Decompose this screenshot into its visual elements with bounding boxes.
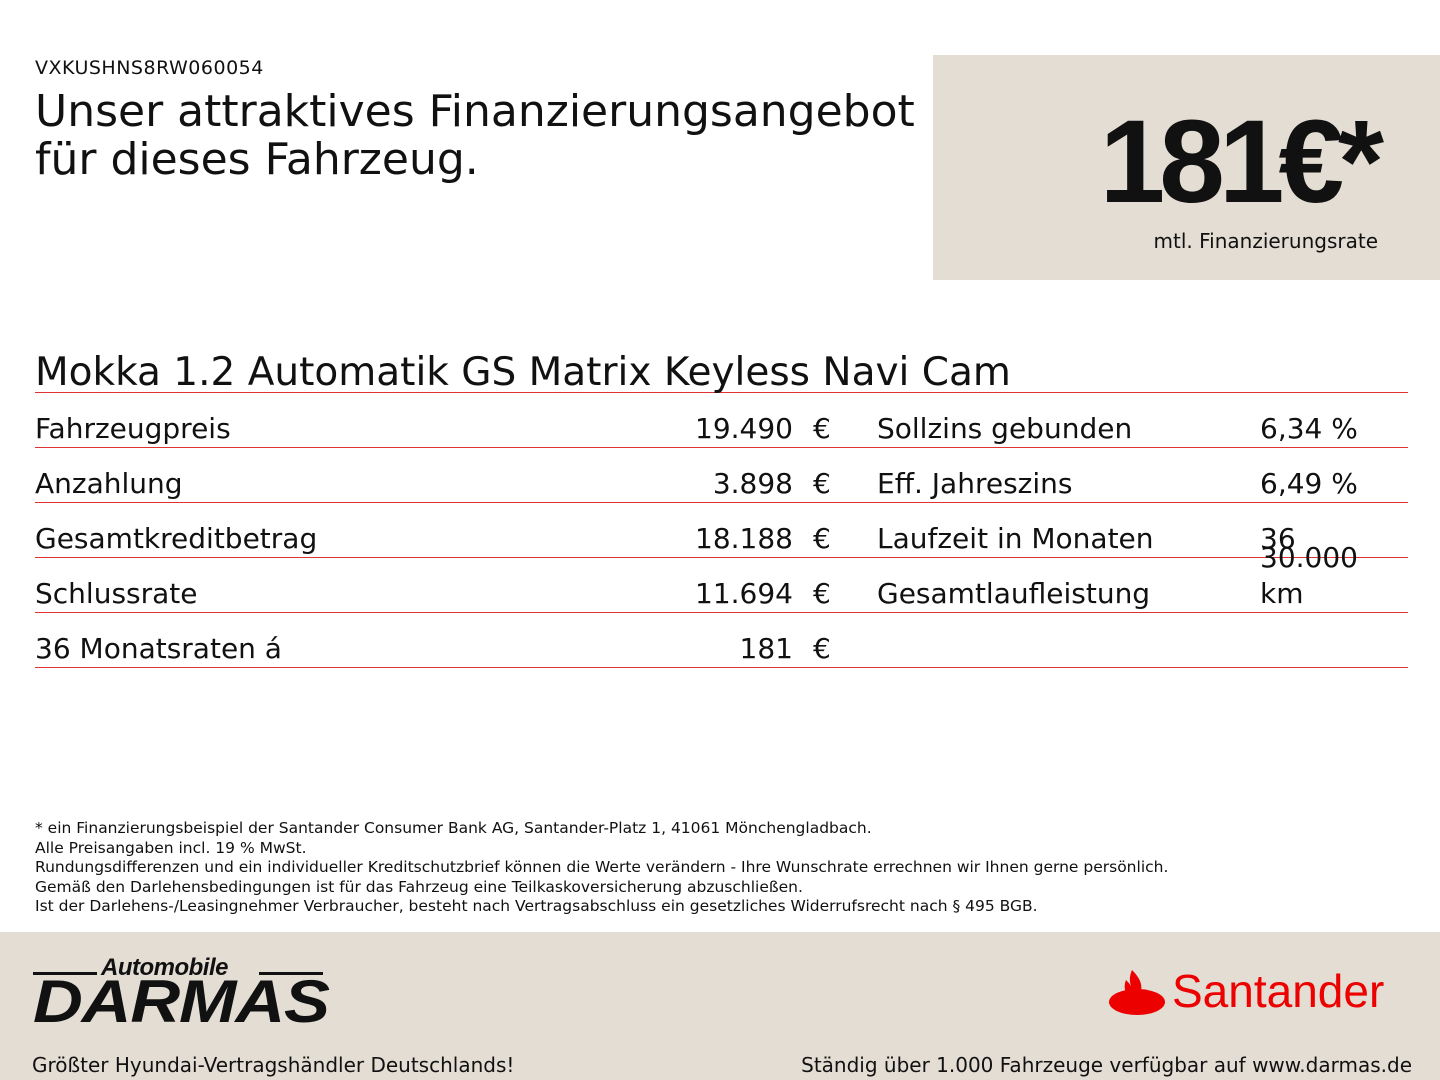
row-value: 181 xyxy=(739,632,793,665)
footnotes: * ein Finanzierungsbeispiel der Santande… xyxy=(35,819,1168,917)
row-currency: € xyxy=(813,412,831,445)
footnote: Gemäß den Darlehensbedingungen ist für d… xyxy=(35,877,803,896)
footnote: Alle Preisangaben incl. 19 % MwSt. xyxy=(35,838,307,857)
row-value: 18.188 xyxy=(695,522,793,555)
car-name: Mokka 1.2 Automatik GS Matrix Keyless Na… xyxy=(35,350,1408,395)
row-label: Sollzins gebunden xyxy=(877,412,1133,445)
row-value: 6,49 % xyxy=(1260,467,1358,500)
finance-row: 36 Monatsraten á 181 € xyxy=(35,613,1408,668)
row-label: Anzahlung xyxy=(35,467,183,500)
finance-row: Gesamtkreditbetrag 18.188 € Laufzeit in Mon… xyxy=(35,503,1408,558)
row-label: Gesamtkreditbetrag xyxy=(35,522,318,555)
vin: VXKUSHNS8RW060054 xyxy=(35,57,264,79)
page-title: Unser attraktives Finanzierungsangebot f… xyxy=(35,88,915,184)
finance-row: Fahrzeugpreis 19.490 € Sollzins gebunden 6,3… xyxy=(35,393,1408,448)
row-currency: € xyxy=(813,632,831,665)
row-label: Laufzeit in Monaten xyxy=(877,522,1154,555)
row-value: 11.694 xyxy=(695,577,793,610)
monthly-price: 181€* xyxy=(1099,96,1384,228)
title-line: für dieses Fahrzeug. xyxy=(35,134,479,185)
santander-wordmark: Santander xyxy=(1172,965,1385,1017)
footnote: Ist der Darlehens-/Leasingnehmer Verbrau… xyxy=(35,897,1038,915)
row-value: 6,34 % xyxy=(1260,412,1358,445)
row-label: Gesamtlaufleistung xyxy=(877,577,1151,610)
row-label: Fahrzeugpreis xyxy=(35,412,231,445)
dealer-logo-top: Automobile xyxy=(101,954,229,981)
row-label: 36 Monatsraten á xyxy=(35,632,282,665)
finance-row: Schlussrate 11.694 € Gesamtlaufleistung 30.0… xyxy=(35,541,1408,613)
price-label: mtl. Finanzierungsrate xyxy=(1153,229,1378,253)
tagline-left: Größter Hyundai-Vertragshändler Deutschl… xyxy=(32,1053,515,1077)
finance-row: Anzahlung 3.898 € Eff. Jahreszins 6,49 % xyxy=(35,448,1408,503)
dealer-logo-main: DARMAS xyxy=(33,968,330,1035)
row-value: 30.000 km xyxy=(1260,541,1358,610)
footnote: Rundungsdifferenzen und ein individuelle… xyxy=(35,858,1169,876)
row-currency: € xyxy=(813,467,831,500)
row-label: Schlussrate xyxy=(35,577,198,610)
row-currency: € xyxy=(813,577,831,610)
santander-logo: Santander xyxy=(1108,964,1408,1024)
row-value: 3.898 xyxy=(712,467,793,500)
row-label: Eff. Jahreszins xyxy=(877,467,1073,500)
footnote: * ein Finanzierungsbeispiel der Santande… xyxy=(35,819,872,837)
row-value: 36 xyxy=(1260,522,1296,555)
footer: Automobile DARMAS Santander xyxy=(0,932,1440,1080)
tagline-right: Ständig über 1.000 Fahrzeuge verfügbar a… xyxy=(801,1053,1412,1077)
price-box: 181€* mtl. Finanzierungsrate xyxy=(933,55,1440,280)
title-line: Unser attraktives Finanzierungsangebot xyxy=(35,86,915,137)
row-value: 19.490 xyxy=(695,412,793,445)
row-currency: € xyxy=(813,522,831,555)
dealer-logo: Automobile DARMAS xyxy=(33,954,330,1032)
santander-flame-icon xyxy=(1109,970,1165,1015)
